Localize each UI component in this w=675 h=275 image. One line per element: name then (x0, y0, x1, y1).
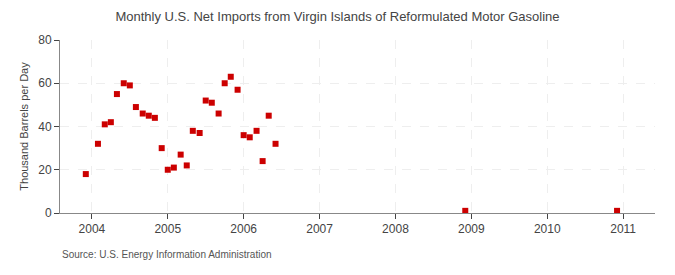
svg-text:2009: 2009 (458, 222, 485, 236)
svg-text:Monthly U.S. Net Imports from: Monthly U.S. Net Imports from Virgin Isl… (115, 9, 559, 24)
svg-text:2011: 2011 (610, 222, 636, 236)
svg-text:2005: 2005 (154, 222, 181, 236)
svg-text:Source: U.S. Energy Informatio: Source: U.S. Energy Information Administ… (62, 249, 272, 260)
svg-text:2006: 2006 (230, 222, 257, 236)
svg-text:Thousand Barrels per Day: Thousand Barrels per Day (18, 62, 30, 191)
svg-text:2007: 2007 (306, 222, 333, 236)
svg-text:2010: 2010 (534, 222, 561, 236)
svg-text:2008: 2008 (382, 222, 409, 236)
svg-text:60: 60 (38, 76, 52, 90)
svg-text:40: 40 (38, 120, 52, 134)
svg-text:80: 80 (38, 33, 52, 47)
svg-text:20: 20 (38, 163, 52, 177)
svg-text:0: 0 (45, 206, 52, 220)
svg-text:2004: 2004 (79, 222, 106, 236)
